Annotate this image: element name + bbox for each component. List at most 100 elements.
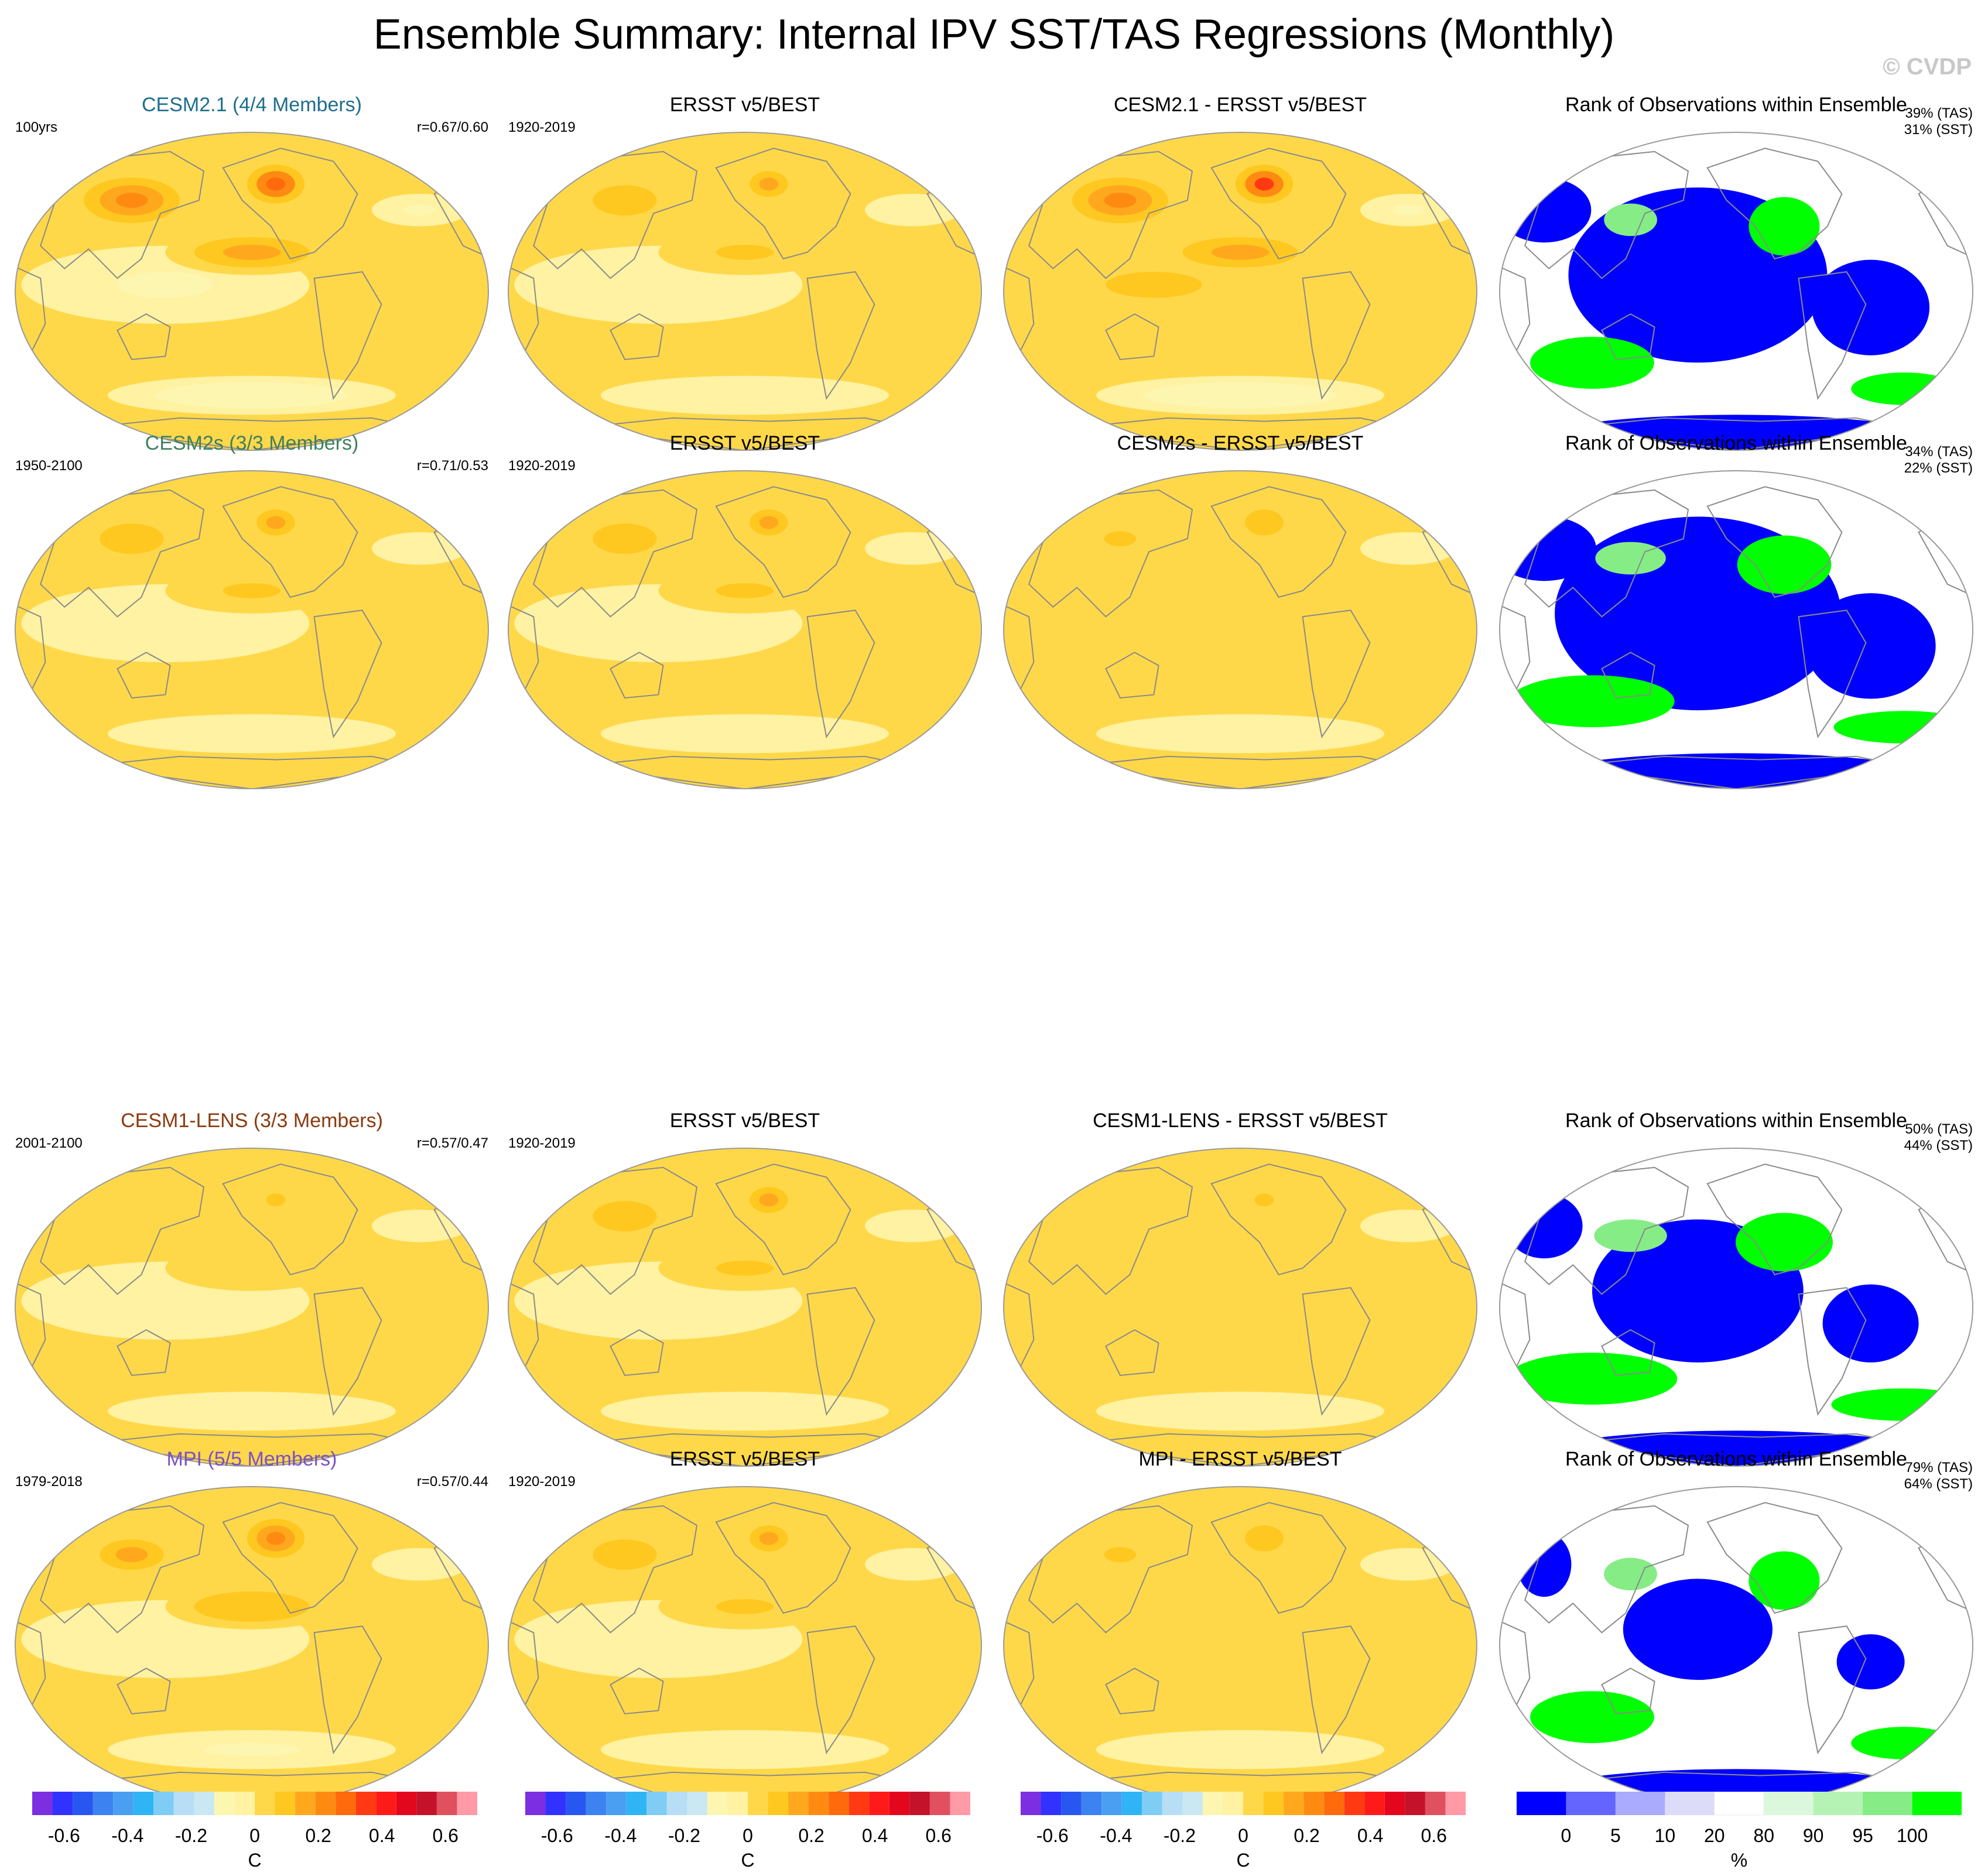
pattern-correlation-label: r=0.57/0.44 — [416, 1474, 488, 1490]
rank-high-region — [1594, 1219, 1667, 1252]
colorbar-tick-label: 0.4 — [1357, 1825, 1383, 1846]
map-panel-rank: Rank of Observations within Ensemble 39% … — [1496, 94, 1976, 456]
map-border — [508, 1148, 982, 1467]
colorbar-tick-label: 10 — [1655, 1825, 1676, 1846]
colorbar-swatch — [275, 1792, 296, 1815]
coastline-africa — [1500, 1280, 1531, 1387]
rank-low-region — [1500, 516, 1596, 581]
colorbar-swatch — [396, 1792, 417, 1815]
colorbar-swatch — [1517, 1792, 1566, 1815]
rank-percent-labels: 34% (TAS) 22% (SST) — [1904, 444, 1973, 477]
colorbar-swatch — [73, 1792, 93, 1815]
coastline-ant — [1072, 755, 1409, 789]
rank-tas-label: 34% (TAS) — [1905, 444, 1973, 460]
panel-title: MPI - ERSST v5/BEST — [1138, 1448, 1342, 1470]
anomaly-contour — [266, 1193, 286, 1207]
coastline-aus — [117, 313, 171, 361]
rank-low-region — [1623, 1579, 1773, 1680]
coastline-ant — [576, 1433, 913, 1466]
colorbar-swatch — [1665, 1792, 1715, 1815]
map-panel-obs: ERSST v5/BEST 1920-2019 — [505, 432, 985, 795]
anomaly-contour — [223, 1260, 281, 1276]
coastline-aus — [1601, 652, 1655, 699]
anomaly-contour — [608, 193, 641, 208]
anomaly-contour — [1192, 727, 1288, 741]
anomaly-contour — [403, 543, 436, 554]
coastline-ant — [1072, 1771, 1409, 1805]
anomaly-contour — [117, 1626, 214, 1652]
map-border — [508, 132, 982, 451]
regression-colorbar: -0.6 -0.4 -0.2 0 0.2 0.4 0.6 C — [32, 1792, 477, 1874]
anomaly-contour — [897, 543, 929, 554]
coastline-samer — [1798, 271, 1867, 400]
page-title: Ensemble Summary: Internal IPV SST/TAS R… — [373, 11, 1615, 58]
colorbar-swatch — [525, 1792, 546, 1815]
anomaly-contour — [608, 1209, 641, 1224]
rank-high-region — [1749, 197, 1820, 256]
coastline-africa — [1004, 602, 1035, 709]
regression-colorbar: -0.6 -0.4 -0.2 0 0.2 0.4 0.6 C — [525, 1792, 970, 1874]
copyright-label: © CVDP — [1883, 54, 1972, 80]
rank-low-region — [1836, 1634, 1905, 1690]
anomaly-contour — [608, 531, 641, 547]
map-panel-obs: ERSST v5/BEST 1920-2019 — [505, 94, 985, 456]
map-border — [508, 470, 982, 789]
colorbar-swatch — [1384, 1792, 1405, 1815]
anomaly-contour — [1392, 204, 1425, 215]
rank-low-region — [1505, 1193, 1583, 1259]
map-panel-obs: ERSST v5/BEST 1920-2019 — [505, 1448, 985, 1810]
coastline-samer — [1302, 610, 1371, 739]
rank-high-region — [1595, 542, 1666, 575]
coastline-aus — [1601, 313, 1655, 361]
anomaly-contour — [1211, 583, 1270, 598]
colorbar-swatch — [1263, 1792, 1284, 1815]
colorbar-swatch — [1912, 1792, 1962, 1815]
coastline-samer — [806, 1625, 875, 1755]
period-label: 1920-2019 — [508, 119, 576, 135]
colorbar-swatch — [1764, 1792, 1814, 1815]
anomaly-contour — [759, 1532, 779, 1545]
period-label: 1950-2100 — [15, 458, 83, 474]
colorbar-swatch — [315, 1792, 336, 1815]
colorbar-tick-label: -0.6 — [48, 1825, 80, 1846]
rank-high-region — [1507, 1353, 1678, 1405]
global-map — [1499, 1486, 1973, 1805]
coastline-ant — [576, 1771, 913, 1805]
colorbar-tick-label: -0.6 — [541, 1825, 573, 1846]
coastline-africa — [15, 264, 46, 371]
colorbar-swatch — [1344, 1792, 1365, 1815]
colorbar-tick-label: 0 — [1561, 1825, 1572, 1846]
colorbar-swatch — [214, 1792, 235, 1815]
coastline-ant — [1568, 755, 1905, 789]
global-map — [15, 1486, 489, 1805]
anomaly-contour — [204, 389, 300, 402]
coastline-samer — [1798, 1287, 1867, 1416]
global-map — [508, 1486, 982, 1805]
colorbar-swatch — [1615, 1792, 1665, 1815]
colorbar-tick-label: 0 — [742, 1825, 753, 1846]
rank-tas-label: 39% (TAS) — [1905, 105, 1973, 121]
colorbar-swatch — [355, 1792, 377, 1815]
coastline-africa — [508, 602, 539, 709]
colorbar-swatch — [1813, 1792, 1863, 1815]
anomaly-contour — [115, 193, 148, 208]
colorbar-swatch — [666, 1792, 687, 1815]
coastline-africa — [1500, 602, 1531, 709]
colorbar-tick-label: 20 — [1704, 1825, 1725, 1846]
global-map — [508, 470, 982, 789]
coastline-africa — [1004, 264, 1035, 371]
anomaly-contour — [716, 1598, 774, 1614]
panel-title: Rank of Observations within Ensemble — [1565, 432, 1907, 454]
coastline-ant — [576, 755, 913, 789]
rank-high-region — [1530, 1691, 1654, 1743]
colorbar-swatch — [829, 1792, 849, 1815]
period-label: 100yrs — [15, 119, 58, 135]
coastline-namer — [715, 148, 851, 260]
anomaly-contour — [716, 583, 774, 598]
colorbar-swatch — [768, 1792, 789, 1815]
colorbar-swatch — [748, 1792, 768, 1815]
map-panel-diff: CESM2s - ERSST v5/BEST — [1000, 432, 1480, 795]
colorbar-swatch — [234, 1792, 255, 1815]
colorbar-tick-label: 0 — [1238, 1825, 1248, 1846]
rank-percent-labels: 39% (TAS) 31% (SST) — [1904, 105, 1973, 138]
